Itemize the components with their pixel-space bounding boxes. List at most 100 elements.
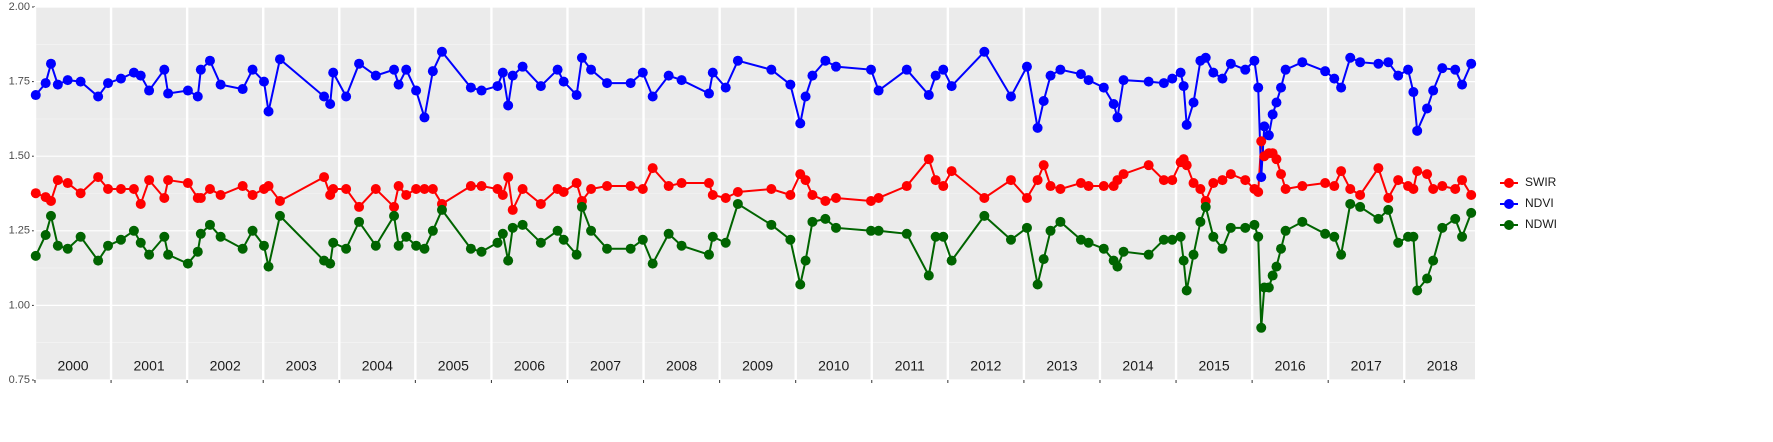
point — [497, 67, 508, 78]
point — [40, 78, 51, 89]
point — [766, 184, 777, 195]
point — [720, 82, 731, 93]
point — [946, 81, 957, 92]
year-label: 2000 — [57, 358, 88, 374]
year-label: 2012 — [970, 358, 1001, 374]
point — [1118, 169, 1129, 180]
point — [1032, 279, 1043, 290]
point — [576, 201, 587, 212]
point — [637, 184, 648, 195]
point — [637, 234, 648, 245]
point — [552, 64, 563, 75]
point — [1225, 222, 1236, 233]
point — [1158, 234, 1169, 245]
point — [1457, 175, 1468, 186]
point — [144, 85, 155, 96]
point — [1143, 160, 1154, 171]
point — [1167, 73, 1178, 84]
point — [1118, 246, 1129, 257]
point — [1249, 55, 1260, 66]
point — [923, 90, 934, 101]
year-label: 2011 — [895, 358, 925, 374]
point — [1437, 63, 1448, 74]
point — [62, 75, 73, 86]
point — [1195, 216, 1206, 227]
point — [703, 88, 714, 99]
year-label: 2015 — [1199, 358, 1230, 374]
point — [866, 64, 877, 75]
point — [135, 237, 146, 248]
y-tick-label: 1.25 — [9, 225, 30, 237]
point — [263, 261, 274, 272]
point — [503, 255, 514, 266]
point — [103, 78, 114, 89]
year-label: 2009 — [742, 358, 773, 374]
point — [1098, 82, 1109, 93]
point — [1450, 184, 1461, 195]
point — [707, 189, 718, 200]
point — [807, 216, 818, 227]
point — [263, 106, 274, 117]
point — [319, 172, 330, 183]
point — [676, 240, 687, 251]
point — [820, 213, 831, 224]
point — [1005, 175, 1016, 186]
point — [1108, 98, 1119, 109]
point — [1045, 225, 1056, 236]
point — [40, 229, 51, 240]
point — [427, 184, 438, 195]
point — [1297, 216, 1308, 227]
point — [419, 184, 430, 195]
point — [182, 85, 193, 96]
point — [647, 163, 658, 174]
point — [325, 258, 336, 269]
point — [1032, 122, 1043, 133]
point — [1336, 166, 1347, 177]
point — [328, 237, 339, 248]
point — [1208, 231, 1219, 242]
year-label: 2007 — [590, 358, 621, 374]
point — [163, 249, 174, 260]
point — [52, 175, 63, 186]
point — [1320, 228, 1331, 239]
point — [1276, 243, 1287, 254]
point — [707, 67, 718, 78]
point — [1200, 201, 1211, 212]
point — [1200, 52, 1211, 63]
point — [1021, 222, 1032, 233]
point — [1383, 204, 1394, 215]
point — [923, 270, 934, 281]
point — [144, 175, 155, 186]
year-label: 2017 — [1351, 358, 1382, 374]
point — [1158, 175, 1169, 186]
point — [625, 181, 636, 192]
point — [182, 258, 193, 269]
point — [663, 181, 674, 192]
point — [979, 210, 990, 221]
point — [1428, 85, 1439, 96]
point — [163, 88, 174, 99]
point — [503, 100, 514, 111]
point — [1373, 213, 1384, 224]
point — [45, 210, 56, 221]
point — [62, 178, 73, 189]
point — [1276, 82, 1287, 93]
point — [1181, 285, 1192, 296]
point — [1383, 192, 1394, 203]
point — [1393, 237, 1404, 248]
point — [1253, 231, 1264, 242]
point — [204, 184, 215, 195]
y-tick-label: 1.75 — [9, 76, 30, 88]
y-tick-label: 0.75 — [9, 374, 30, 386]
year-label: 2002 — [210, 358, 241, 374]
point — [1450, 213, 1461, 224]
point — [258, 240, 269, 251]
point — [576, 52, 587, 63]
point — [979, 46, 990, 57]
point — [586, 225, 597, 236]
year-label: 2016 — [1275, 358, 1306, 374]
point — [1329, 181, 1340, 192]
legend-key — [1504, 220, 1514, 230]
point — [370, 240, 381, 251]
point — [732, 198, 743, 209]
